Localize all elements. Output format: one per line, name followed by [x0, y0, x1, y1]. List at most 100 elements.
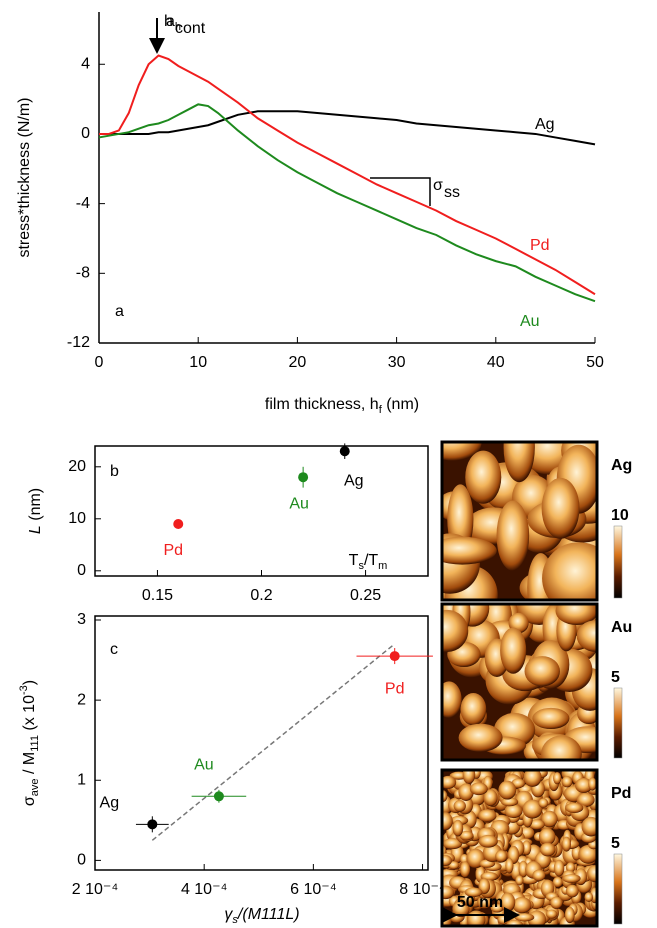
afm-image — [442, 442, 597, 600]
fit-line — [151, 645, 393, 841]
colorbar — [613, 853, 623, 925]
afm-grain — [584, 892, 594, 902]
y-tick-label: 20 — [68, 458, 86, 475]
afm-grain — [541, 477, 580, 539]
afm-grain — [478, 809, 497, 822]
afm-grain — [539, 842, 556, 857]
colorbar — [613, 525, 623, 599]
afm-grain — [464, 887, 483, 898]
afm-grain — [442, 855, 452, 866]
x-tick-label: 50 — [586, 354, 604, 371]
y-tick-label: 1 — [77, 771, 86, 788]
x-axis-label-part: /T — [364, 552, 378, 569]
x-axis-label-part: /( — [237, 906, 249, 923]
x-tick-label: 0.25 — [350, 587, 381, 604]
x-tick-label: 0.15 — [142, 587, 173, 604]
afm-grain — [500, 797, 519, 807]
x-axis-label-part: film thickness, h — [265, 396, 379, 413]
afm-grain — [442, 681, 462, 718]
afm-grain — [458, 723, 503, 752]
point-label: Ag — [344, 472, 364, 489]
afm-frame — [440, 440, 599, 602]
x-axis-label-part: ) — [292, 906, 299, 923]
y-tick-label: -12 — [67, 334, 90, 351]
panel-label: b — [110, 463, 119, 480]
plot-frame — [94, 615, 429, 871]
afm-grain — [521, 840, 532, 856]
afm-grain — [442, 812, 453, 831]
afm-grain — [453, 800, 466, 812]
afm-grain — [478, 834, 498, 848]
data-point — [213, 791, 224, 802]
afm-grain — [541, 810, 558, 828]
x-axis-label-part: L — [285, 906, 294, 923]
afm-frame — [440, 768, 599, 928]
afm-grain — [498, 780, 517, 800]
afm-grain — [565, 802, 584, 814]
afm-grain — [527, 910, 547, 926]
afm-grain — [524, 656, 560, 687]
afm-grain — [522, 799, 543, 819]
y-axis-label: σave / M111 (x 10-3) — [18, 680, 41, 806]
afm-grain — [553, 772, 562, 785]
y-tick-label: 2 — [77, 691, 86, 708]
afm-grain — [442, 775, 457, 789]
afm-grain — [542, 542, 597, 600]
y-tick-label: 0 — [77, 562, 86, 579]
ss-label: ss — [444, 184, 460, 201]
y-axis-label-part: / M — [21, 752, 38, 779]
h-cont-label-part: h — [175, 21, 181, 33]
afm-grain — [564, 906, 575, 924]
afm-grain — [495, 850, 508, 863]
afm-grain — [469, 782, 488, 796]
afm-grain — [578, 845, 597, 864]
x-tick-label: 40 — [487, 354, 505, 371]
afm-label: Au — [611, 619, 632, 636]
afm-grain — [500, 627, 527, 674]
x-axis-label-part: s — [232, 914, 238, 926]
y-axis-label-part: L — [27, 525, 44, 534]
afm-grain — [462, 770, 476, 785]
afm-grain — [538, 828, 556, 846]
x-axis-label: γs/(M111L) — [224, 906, 299, 926]
afm-grain — [459, 830, 474, 841]
y-axis-label-part: -3 — [18, 685, 30, 695]
afm-grain — [442, 885, 455, 900]
y-axis-label-part: ) — [21, 680, 38, 685]
afm-grain — [555, 604, 597, 626]
data-point — [173, 519, 184, 529]
afm-image — [442, 604, 597, 760]
x-tick-label: 4 10⁻⁴ — [181, 881, 228, 898]
x-tick-label: 2 10⁻⁴ — [72, 881, 119, 898]
point-label: Au — [289, 495, 309, 512]
afm-grain — [532, 707, 570, 730]
y-tick-label: 4 — [81, 55, 90, 72]
afm-grain — [553, 859, 565, 877]
data-point — [389, 651, 400, 662]
colorbar-max: 5 — [611, 835, 620, 852]
afm-label: Ag — [611, 457, 632, 474]
data-point — [339, 446, 350, 457]
h-label: h — [164, 13, 173, 30]
afm-grain — [503, 442, 535, 483]
afm-grain — [465, 450, 502, 504]
sigma-label: σ — [433, 177, 443, 194]
x-tick-label: 30 — [388, 354, 406, 371]
afm-grain — [575, 778, 593, 793]
colorbar-max: 10 — [611, 507, 629, 524]
afm-grain — [581, 816, 597, 837]
afm-grain — [458, 783, 474, 801]
y-axis-label-part: σ — [21, 796, 38, 806]
afm-grain — [505, 858, 514, 874]
data-line — [99, 54, 596, 296]
afm-grain — [541, 735, 582, 760]
afm-grain — [483, 789, 498, 807]
series-label: Au — [520, 313, 540, 330]
x-tick-label: 0 — [95, 354, 104, 371]
cont-label: cont — [175, 20, 206, 37]
y-axis-label: L (nm) — [27, 488, 44, 534]
x-tick-label: 8 10⁻⁴ — [399, 881, 446, 898]
afm-grain — [576, 620, 597, 652]
slope-triangle — [370, 177, 431, 206]
afm-grain — [561, 836, 572, 852]
